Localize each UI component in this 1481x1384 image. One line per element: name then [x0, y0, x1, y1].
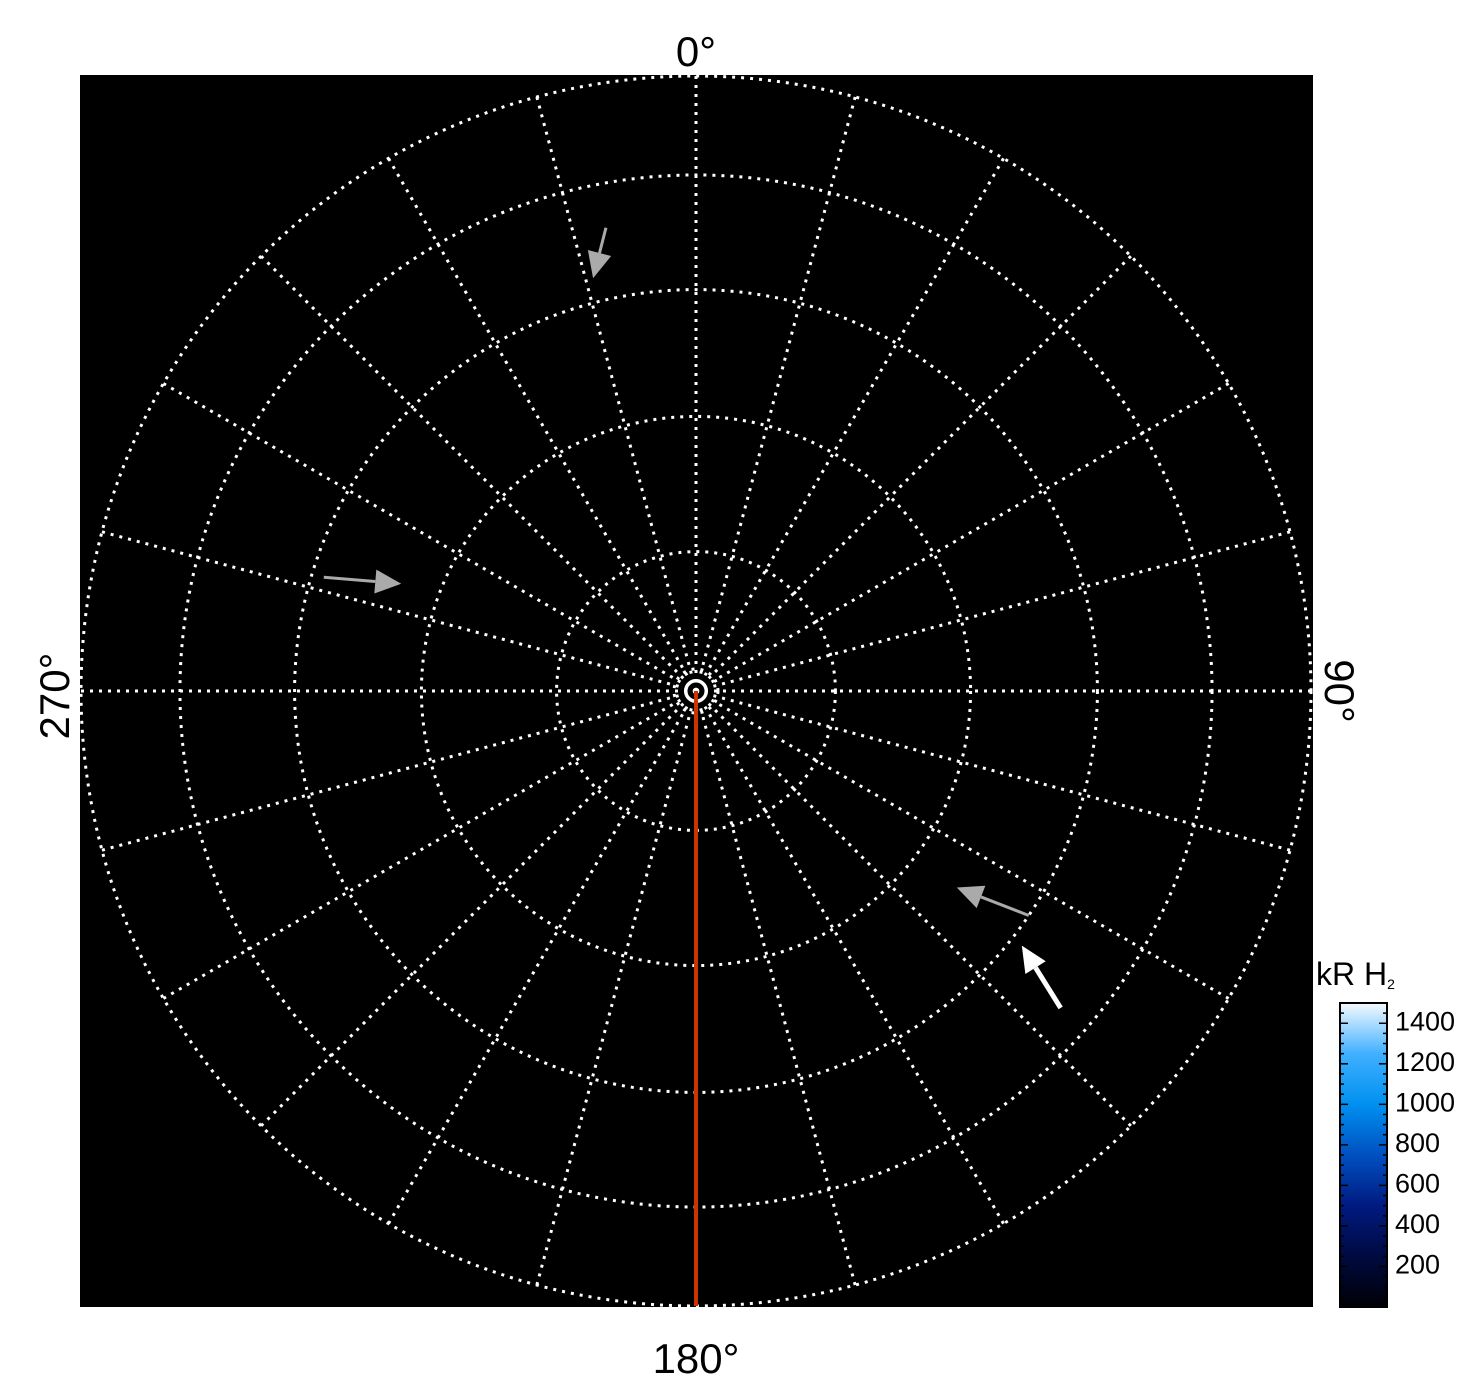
arrow-annotation: [587, 227, 612, 279]
meridian-line: [695, 689, 1230, 1000]
meridian-line: [387, 690, 698, 1225]
angle-label-90: 90°: [1316, 659, 1363, 723]
colorbar-title-subscript: 2: [1387, 976, 1395, 992]
meridian-line: [535, 690, 698, 1286]
arrow-shaft: [1033, 966, 1063, 1010]
colorbar-tick-label: 1400: [1395, 1006, 1455, 1036]
meridian-line: [101, 530, 697, 693]
meridian-line: [535, 96, 698, 692]
colorbar-title-main: kR H: [1316, 956, 1387, 992]
meridian-line: [162, 382, 697, 693]
colatitude-circle: [419, 414, 973, 968]
arrow-shaft: [980, 895, 1030, 917]
arrow-head: [1021, 945, 1046, 974]
angle-label-0: 0°: [676, 28, 716, 75]
meridian-line: [101, 689, 697, 852]
arrows: [323, 227, 1063, 1010]
arrow-head: [374, 569, 402, 594]
arrow-annotation: [1021, 945, 1063, 1010]
meridian-line: [260, 689, 698, 1127]
meridian-line: [694, 689, 1132, 1127]
colorbar-tick-label: 800: [1395, 1128, 1440, 1158]
meridian-line: [694, 690, 1005, 1225]
colorbar-title: kR H2: [1316, 956, 1395, 992]
meridian-line: [387, 157, 698, 692]
meridian-line: [260, 255, 698, 693]
meridian-line: [695, 382, 1230, 693]
meridian-line: [162, 689, 697, 1000]
colorbar-tick-label: 200: [1395, 1250, 1440, 1280]
arrow-shaft: [323, 575, 376, 584]
arrow-shaft: [598, 227, 608, 254]
meridian-line: [694, 96, 857, 692]
colorbar-tick-label: 600: [1395, 1169, 1440, 1199]
meridian-line: [695, 530, 1291, 693]
meridian-line: [695, 689, 1291, 852]
grid: [79, 74, 1313, 1308]
arrow-head: [587, 250, 612, 279]
arrow-annotation: [323, 569, 402, 594]
angle-labels: 0° 90° 180° 270°: [31, 28, 1363, 1382]
meridian-line: [694, 157, 1005, 692]
angle-label-180: 180°: [653, 1335, 740, 1382]
colorbar-gradient: [1339, 1002, 1388, 1308]
meridian-line: [694, 690, 857, 1286]
colorbar-tick-label: 1000: [1395, 1087, 1455, 1117]
pole-dotted-circle: [672, 667, 720, 715]
colorbar-tick-label: 1200: [1395, 1047, 1455, 1077]
angle-label-270: 270°: [31, 653, 78, 740]
meridian-line: [694, 255, 1132, 693]
arrow-head: [956, 885, 986, 909]
arrow-annotation: [956, 885, 1030, 917]
colorbar-tick-label: 400: [1395, 1209, 1440, 1239]
